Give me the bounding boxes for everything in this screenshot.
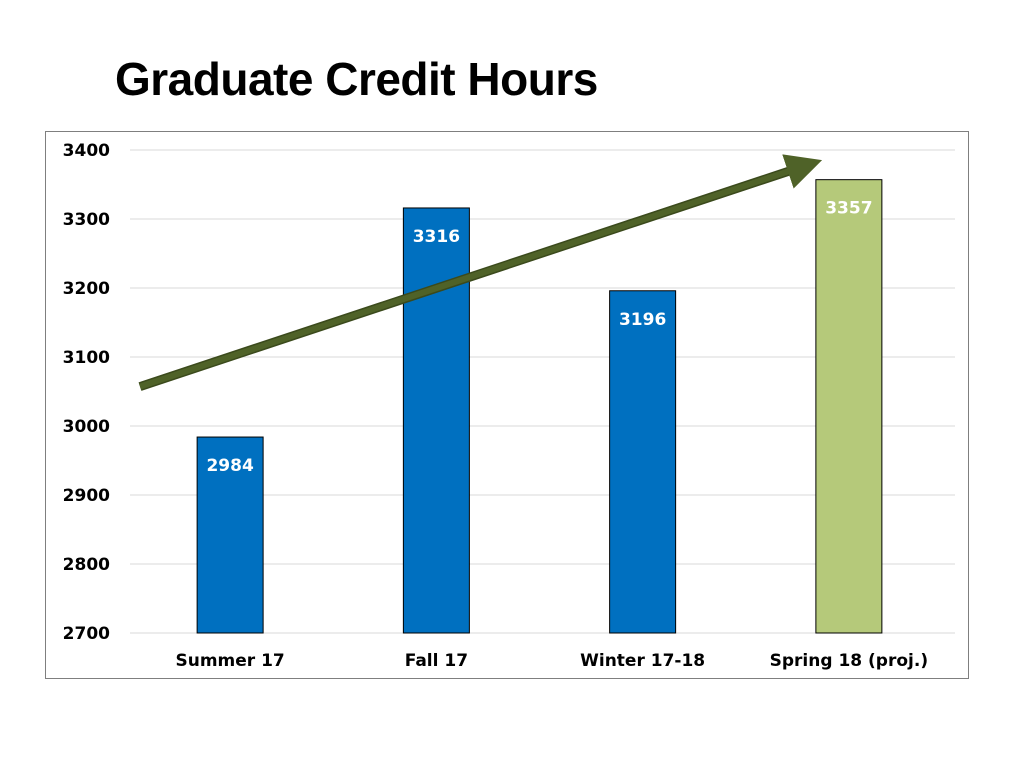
- data-label: 3357: [825, 199, 872, 219]
- y-tick-label: 2700: [63, 624, 110, 644]
- y-tick-label: 3400: [63, 141, 110, 161]
- data-label: 2984: [206, 456, 253, 476]
- y-tick-label: 2900: [63, 486, 110, 506]
- trend-arrow: [139, 154, 823, 390]
- data-label: 3196: [619, 310, 666, 330]
- y-tick-label: 3300: [63, 210, 110, 230]
- page-title: Graduate Credit Hours: [115, 53, 598, 105]
- x-tick-label: Winter 17-18: [580, 651, 705, 671]
- y-tick-label: 3000: [63, 417, 110, 437]
- bar: [402, 207, 470, 634]
- x-tick-label: Spring 18 (proj.): [770, 651, 928, 671]
- x-tick-label: Summer 17: [175, 651, 284, 671]
- bar: [609, 290, 677, 634]
- bar: [196, 436, 264, 634]
- bar: [815, 179, 883, 634]
- y-tick-label: 3200: [63, 279, 110, 299]
- data-label: 3316: [413, 227, 460, 247]
- y-tick-label: 2800: [63, 555, 110, 575]
- x-tick-label: Fall 17: [405, 651, 468, 671]
- y-tick-label: 3100: [63, 348, 110, 368]
